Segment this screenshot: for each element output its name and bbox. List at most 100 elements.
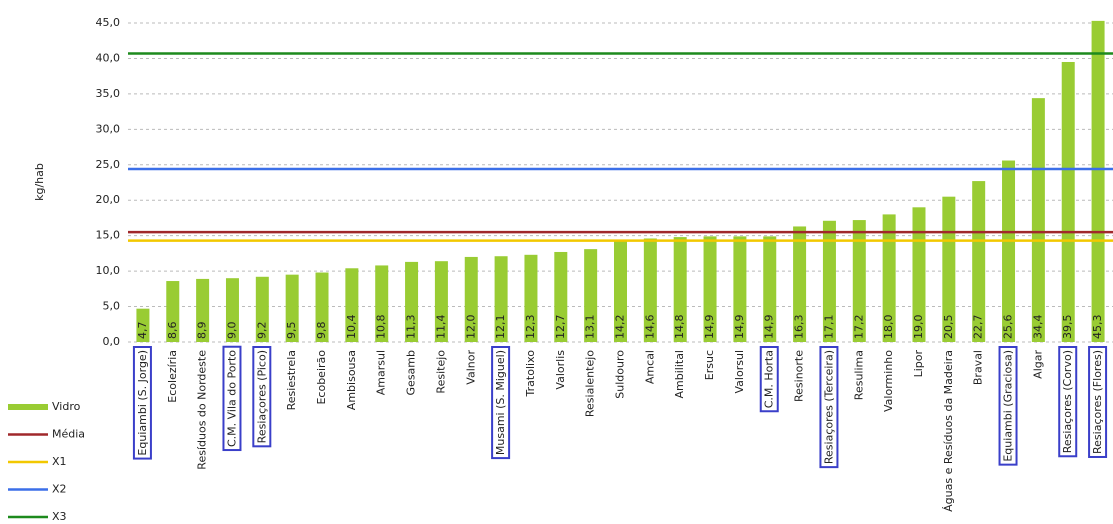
bar [733,236,747,342]
value-label: 39,5 [1061,315,1074,340]
value-label-group: 12,0 [464,315,477,340]
value-label-group: 20,5 [942,315,955,340]
value-label-group: 14,8 [673,315,686,340]
value-label-group: 25,6 [1002,315,1015,340]
x-tick-label: Resialentejo [584,350,597,417]
x-tick-label: Suldouro [614,350,627,399]
legend-label: X1 [52,455,67,468]
value-label: 14,2 [614,315,627,340]
value-label: 13,1 [584,315,597,340]
value-label: 12,3 [524,315,537,340]
value-label-group: 10,4 [345,315,358,340]
x-tick-label: C.M. Horta [763,350,776,408]
highlight-box [1058,346,1078,458]
legend-label: Vidro [52,400,81,413]
value-label: 4,7 [136,322,149,340]
y-tick-label: 10,0 [96,264,121,277]
x-tick-label: Resiaçores (Pico) [255,350,268,443]
bar [614,241,627,342]
x-tick-group: Ecolezíria [166,350,179,403]
value-label: 20,5 [942,315,955,340]
bar [166,281,180,342]
bar [405,261,419,342]
value-label: 10,8 [375,315,388,340]
bar [196,278,210,342]
x-tick-group: Amcal [643,350,656,384]
x-tick-group: Resiaçores (Corvo) [1058,346,1078,458]
y-tick-label: 5,0 [103,300,121,313]
x-tick-label: Resíduos do Nordeste [196,350,209,470]
value-label-group: 14,9 [763,315,776,340]
value-label-group: 22,7 [972,315,985,340]
value-label: 8,9 [196,322,209,340]
y-tick-label: 0,0 [103,335,121,348]
bar [285,274,299,342]
x-tick-label: Ersuc [703,350,716,380]
value-label: 45,3 [1091,315,1104,340]
y-tick-label: 30,0 [96,122,121,135]
bar [225,278,239,342]
value-label-group: 9,8 [315,322,328,340]
value-label: 17,1 [822,315,835,340]
bar [673,237,687,342]
highlight-box [491,346,511,460]
x-tick-label: Valnor [464,350,477,385]
bar [972,181,986,342]
value-label: 12,0 [464,315,477,340]
x-tick-label: Ambisousa [345,350,358,410]
x-tick-group: Valorsul [733,350,746,393]
x-tick-label: Tratolixo [524,350,537,398]
value-label-group: 10,8 [375,315,388,340]
x-tick-group: Resialentejo [584,350,597,417]
bar [1031,98,1045,343]
y-tick-label: 40,0 [96,51,121,64]
x-tick-label: Resinorte [793,350,806,402]
value-label: 11,4 [434,315,447,340]
x-tick-label: Resiaçores (Corvo) [1061,350,1074,453]
x-tick-group: Suldouro [614,350,627,399]
x-tick-group: Resiaçores (Flores) [1088,346,1108,458]
x-tick-group: Musami (S. Miguel) [491,346,511,460]
value-label-group: 8,6 [166,322,179,340]
highlight-box [252,346,272,448]
bar [1002,160,1016,342]
x-tick-group: Resitejo [434,350,447,394]
y-tick-label: 25,0 [96,158,121,171]
value-label-group: 17,1 [822,315,835,340]
highlight-box [998,346,1018,466]
bar [1061,61,1075,342]
x-tick-group: Ersuc [703,350,716,380]
bar [315,272,329,342]
value-label-group: 39,5 [1061,315,1074,340]
value-label: 10,4 [345,315,358,340]
x-tick-group: Tratolixo [524,350,537,398]
x-tick-label: Algar [1031,350,1044,379]
x-tick-label: Braval [972,350,985,385]
value-label: 12,1 [494,315,507,340]
x-tick-label: Amarsul [375,350,388,395]
bar [375,265,389,342]
value-label: 25,6 [1002,315,1015,340]
value-label: 16,3 [793,315,806,340]
x-tick-label: Gesamb [405,350,418,395]
x-tick-label: Ecobeirão [315,350,328,405]
x-tick-label: Resiaçores (Terceira) [822,350,835,464]
highlight-box [132,346,152,460]
y-axis-label: kg/hab [33,163,46,201]
x-tick-group: Valorlis [554,350,567,390]
x-tick-label: Ambilital [673,350,686,399]
bar [136,308,150,342]
value-label: 18,0 [882,315,895,340]
value-label: 14,9 [763,315,776,340]
y-tick-label: 45,0 [96,16,121,29]
bar [703,236,717,342]
bar [1091,20,1105,343]
legend-label: X3 [52,510,67,523]
x-tick-label: C.M. Vila do Porto [225,350,238,447]
x-tick-label: Resiestrela [285,350,298,410]
value-label-group: 11,3 [405,315,418,340]
value-label-group: 9,5 [285,322,298,340]
x-tick-label: Resulima [852,350,865,400]
value-label: 8,6 [166,322,179,340]
